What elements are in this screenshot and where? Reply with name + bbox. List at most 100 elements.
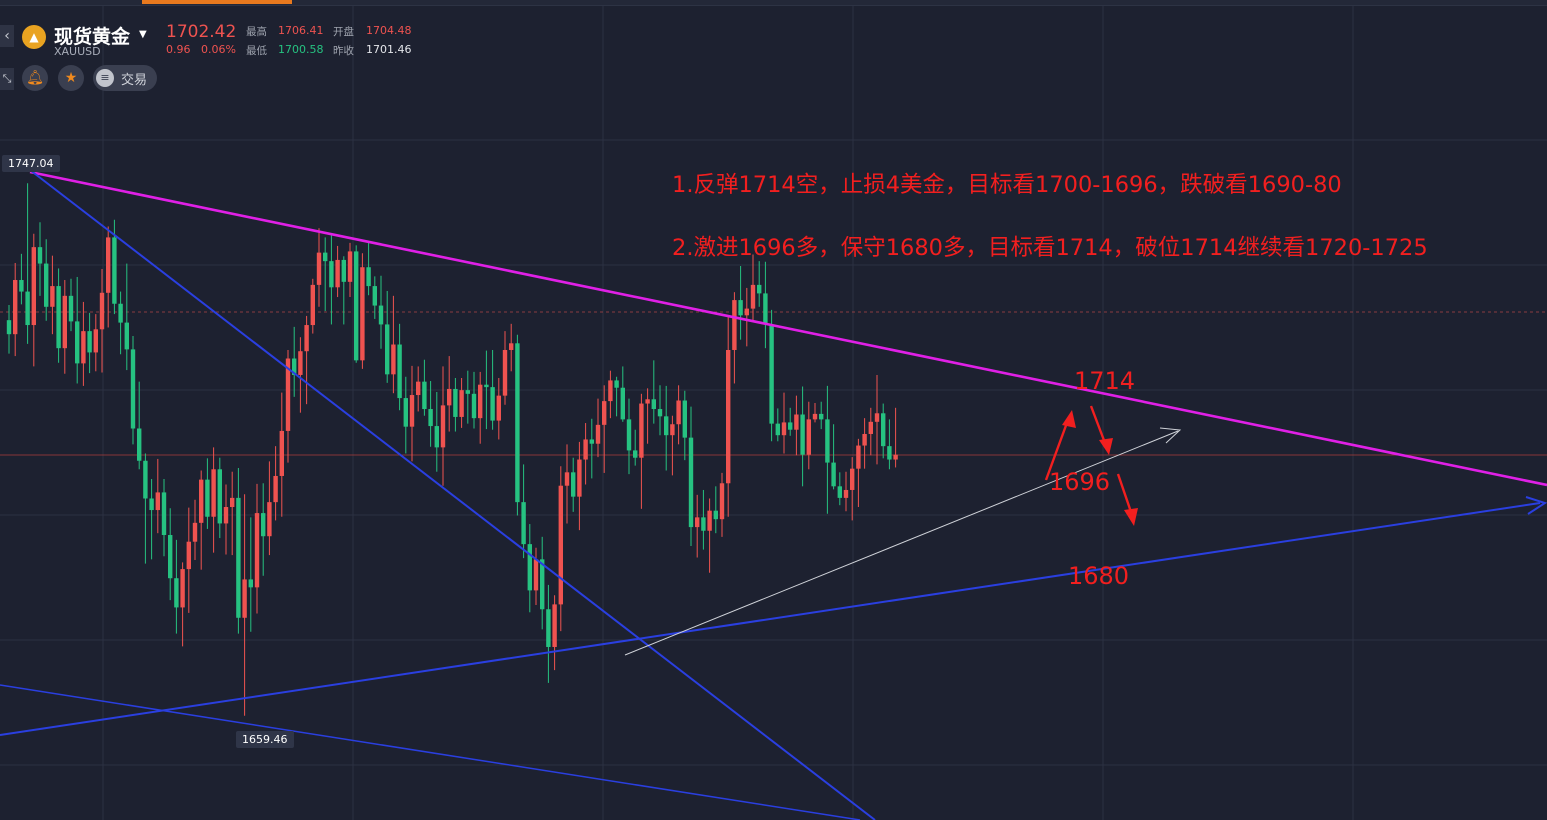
candle-body <box>887 446 892 460</box>
star-icon[interactable]: ★ <box>58 65 84 91</box>
candle-body <box>633 450 638 458</box>
prev-close-value: 1701.46 <box>366 43 412 56</box>
candle-body <box>174 578 179 608</box>
candle-body <box>25 291 30 326</box>
candle-body <box>893 454 898 460</box>
top-tab-bar <box>0 0 1547 6</box>
candle <box>639 393 644 509</box>
candle <box>453 377 458 432</box>
level-label-1680: 1680 <box>1068 562 1130 590</box>
gold-coin-icon: ▲ <box>22 25 46 49</box>
candle <box>174 539 179 634</box>
candle-body <box>757 284 762 294</box>
candle-body <box>713 510 718 520</box>
candle-body <box>31 247 36 326</box>
candle-body <box>837 486 842 498</box>
candle-body <box>626 419 632 451</box>
candle-body <box>279 430 284 476</box>
candle <box>62 280 67 374</box>
candle-body <box>223 507 229 524</box>
candle <box>893 407 898 468</box>
candle <box>806 401 811 470</box>
candle <box>682 390 687 461</box>
candle <box>713 486 718 534</box>
list-icon: ≡ <box>96 69 114 87</box>
candle-body <box>230 497 235 508</box>
candle <box>155 458 160 534</box>
candle <box>701 489 706 550</box>
candle <box>812 402 818 423</box>
candle <box>589 418 594 479</box>
candle-body <box>496 395 501 421</box>
candle-body <box>372 286 377 306</box>
candle <box>329 234 334 325</box>
candle-body <box>354 251 359 361</box>
candle <box>608 370 613 419</box>
candle <box>422 359 427 416</box>
candle-body <box>180 569 185 608</box>
candle <box>726 315 731 517</box>
candle-body <box>688 437 694 528</box>
candle <box>50 255 55 335</box>
candle <box>223 484 229 555</box>
candle-body <box>719 483 725 520</box>
candle <box>378 275 384 349</box>
candle <box>242 494 247 716</box>
candle <box>447 356 452 432</box>
candle-body <box>577 459 582 497</box>
candle-body <box>403 398 408 427</box>
candle-body <box>744 308 749 316</box>
candle-body <box>428 409 433 427</box>
candle-body <box>775 423 780 436</box>
candle-body <box>440 405 446 448</box>
strategy-note-2: 2.激进1696多，保守1680多，目标看1714，破位1714继续看1720-… <box>672 235 1428 261</box>
candle <box>316 228 322 307</box>
candle-body <box>682 400 687 438</box>
candle <box>781 392 787 454</box>
candle <box>874 374 880 465</box>
candle <box>769 309 774 442</box>
candle-body <box>620 387 625 420</box>
candle <box>13 262 18 357</box>
candle <box>626 398 632 475</box>
candle-body <box>254 513 260 588</box>
arrow-down-icon-2 <box>1116 473 1133 513</box>
candle <box>732 292 737 384</box>
candle-body <box>614 380 619 388</box>
candle <box>719 472 725 537</box>
candle-body <box>564 472 570 486</box>
trade-button[interactable]: ≡ 交易 <box>93 65 157 91</box>
price-change-percent: 0.06% <box>201 43 236 56</box>
candle <box>657 385 663 436</box>
candle-body <box>453 388 458 417</box>
candle-body <box>843 489 849 498</box>
candle <box>521 464 526 559</box>
candle-body <box>236 497 241 618</box>
open-label: 开盘 <box>333 26 354 38</box>
shrink-icon[interactable]: ⤡ <box>0 68 14 90</box>
candle <box>471 371 477 429</box>
candle-body <box>211 469 216 517</box>
candle-body <box>329 261 334 288</box>
candle-body <box>310 284 315 326</box>
symbol-name[interactable]: 现货黄金 <box>54 26 131 48</box>
collapse-left-icon[interactable]: ‹ <box>0 25 14 47</box>
candle-body <box>416 381 421 396</box>
candle-body <box>168 535 173 579</box>
candle-body <box>267 502 272 537</box>
candle <box>68 278 74 332</box>
candle <box>403 376 408 454</box>
candle <box>800 386 805 487</box>
candle <box>434 391 439 472</box>
candle <box>149 479 154 560</box>
chevron-down-icon[interactable]: ▼ <box>139 29 147 40</box>
candle <box>304 315 309 405</box>
candle <box>670 415 675 476</box>
candle-body <box>292 358 297 375</box>
low-price-tag: 1659.46 <box>236 731 294 748</box>
candle-body <box>509 343 514 350</box>
candle <box>267 461 272 556</box>
bell-icon[interactable]: 🔔︎ <box>22 65 48 91</box>
level-label-1696: 1696 <box>1049 468 1111 496</box>
